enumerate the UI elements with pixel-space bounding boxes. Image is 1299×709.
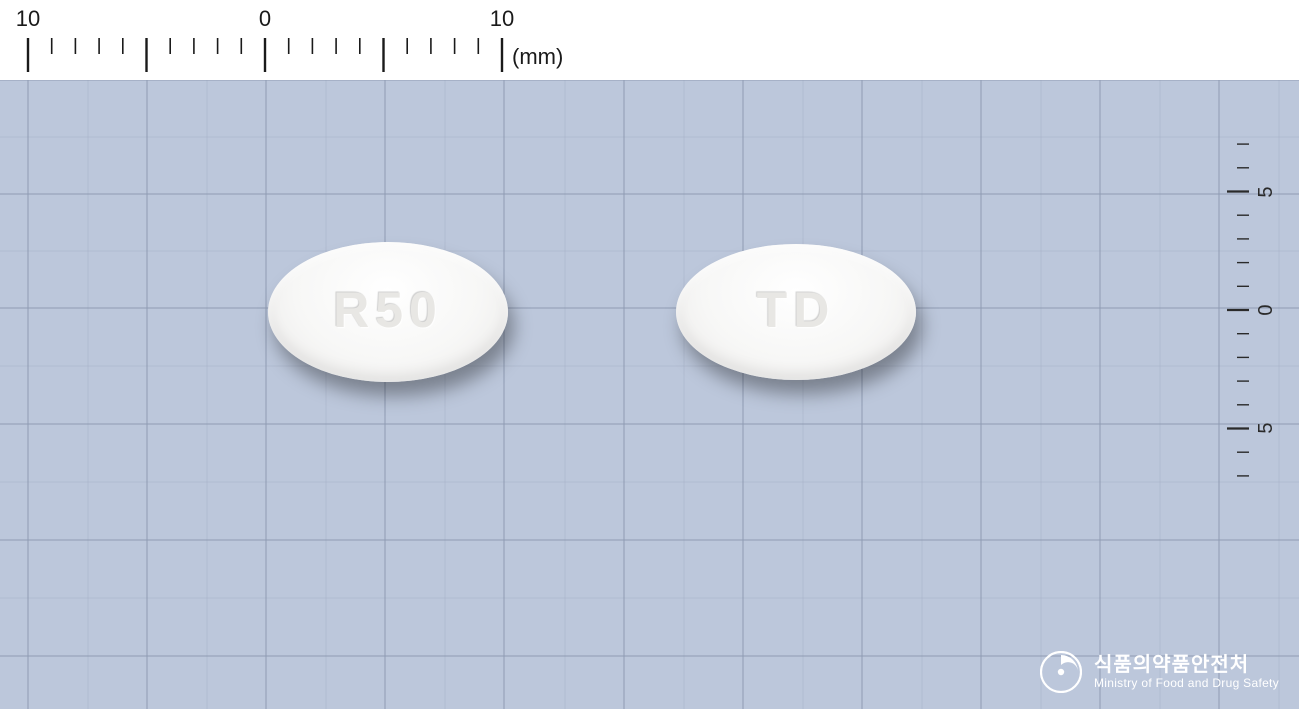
pill-front-imprint: R50 [333, 281, 443, 339]
pill-back: TD [676, 244, 916, 380]
right-ruler: 5 0 5 [1227, 140, 1287, 500]
pill-front: R50 [268, 242, 508, 382]
attribution-kr: 식품의약품안전처 [1094, 654, 1279, 677]
right-ruler-label-top: 5 [1255, 186, 1278, 197]
mfds-logo-icon [1040, 651, 1082, 693]
top-ruler-label-neg10: 10 [16, 6, 40, 32]
top-ruler-unit: (mm) [512, 44, 563, 70]
top-ruler: 10 0 10 (mm) [0, 0, 1299, 80]
top-ruler-label-0: 0 [259, 6, 271, 32]
top-ruler-label-10: 10 [490, 6, 514, 32]
right-ruler-label-bottom: 5 [1255, 422, 1278, 433]
right-ruler-label-center: 0 [1255, 304, 1278, 315]
pill-back-imprint: TD [757, 281, 836, 339]
attribution: 식품의약품안전처 Ministry of Food and Drug Safet… [1040, 651, 1279, 693]
figure-canvas: 10 0 10 (mm) 5 0 5 R50 TD 식품의약품안전처 Minis… [0, 0, 1299, 709]
background-grid [0, 0, 1299, 709]
attribution-en: Ministry of Food and Drug Safety [1094, 677, 1279, 691]
